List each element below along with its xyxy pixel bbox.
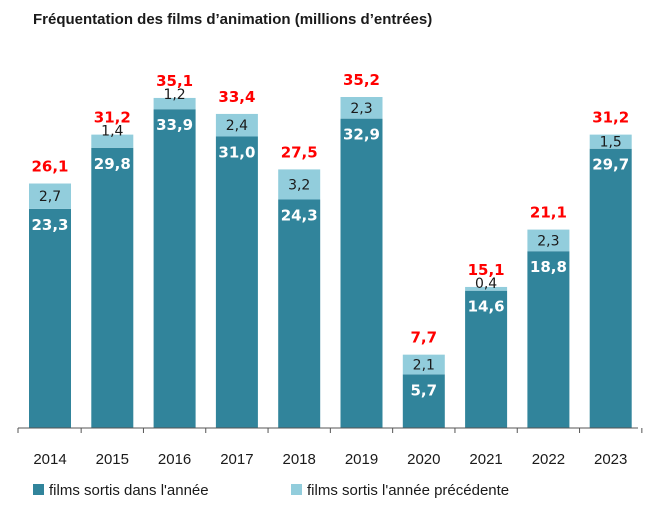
x-tick-label: 2023 xyxy=(594,451,627,468)
data-label-previous-year: 1,2 xyxy=(163,87,185,103)
data-label-current-year: 31,0 xyxy=(218,143,255,161)
x-tick-label: 2019 xyxy=(345,451,378,468)
bar-current-year xyxy=(153,109,196,429)
bar-previous-year xyxy=(153,97,196,110)
x-axis-ticks: 2014 2015 2016 2017 2018 2019 2020 2021 2022 2023 xyxy=(17,428,643,468)
bar-current-year xyxy=(527,251,570,428)
bar-current-year xyxy=(402,374,445,428)
data-label-current-year: 18,8 xyxy=(530,258,567,276)
data-label-previous-year: 2,3 xyxy=(537,233,559,249)
x-tick-label: 2017 xyxy=(220,451,253,468)
data-label-previous-year: 2,3 xyxy=(350,101,372,117)
data-label-total: 33,4 xyxy=(218,88,255,106)
x-tick-label: 2018 xyxy=(283,451,316,468)
data-label-total: 31,2 xyxy=(592,109,629,127)
bar-previous-year xyxy=(527,229,570,252)
data-label-total: 7,7 xyxy=(411,329,438,347)
data-label-total: 26,1 xyxy=(31,158,68,176)
data-labels-group: 23,32,726,1 29,81,431,2 33,91,235,131,02,4… xyxy=(31,71,629,399)
data-label-total: 35,1 xyxy=(156,72,193,90)
bar-current-year xyxy=(91,147,134,428)
data-label-previous-year: 2,4 xyxy=(226,118,248,134)
data-label-current-year: 23,3 xyxy=(31,216,68,234)
data-label-previous-year: 2,1 xyxy=(413,358,435,374)
x-tick-label: 2015 xyxy=(96,451,129,468)
data-label-previous-year: 0,4 xyxy=(475,276,497,292)
x-tick-label: 2020 xyxy=(407,451,440,468)
data-label-total: 31,2 xyxy=(94,109,131,127)
bar-current-year xyxy=(465,290,508,428)
data-label-current-year: 29,8 xyxy=(94,155,131,173)
data-label-previous-year: 1,4 xyxy=(101,124,123,140)
bar-previous-year xyxy=(278,169,321,200)
bar-previous-year xyxy=(589,134,632,149)
chart-title: Fréquentation des films d’animation (mil… xyxy=(33,11,432,28)
data-label-current-year: 33,9 xyxy=(156,116,193,134)
bars-group xyxy=(29,97,632,429)
x-tick-label: 2016 xyxy=(158,451,191,468)
data-label-current-year: 29,7 xyxy=(592,156,629,174)
data-label-current-year: 32,9 xyxy=(343,126,380,144)
x-tick-label: 2021 xyxy=(469,451,502,468)
data-label-total: 15,1 xyxy=(468,261,505,279)
legend-swatch xyxy=(33,484,44,495)
data-label-current-year: 24,3 xyxy=(281,206,318,224)
bar-previous-year xyxy=(340,97,383,119)
bar-previous-year xyxy=(465,286,508,291)
legend-label: films sortis dans l'année xyxy=(49,482,209,499)
data-label-previous-year: 3,2 xyxy=(288,177,310,193)
data-label-total: 21,1 xyxy=(530,204,567,222)
legend-swatch xyxy=(291,484,302,495)
bar-current-year xyxy=(589,148,632,428)
bar-previous-year xyxy=(91,134,134,148)
data-label-current-year: 14,6 xyxy=(468,298,505,316)
bar-current-year xyxy=(340,118,383,428)
legend: films sortis dans l'année films sortis l'… xyxy=(33,482,509,499)
x-tick-label: 2022 xyxy=(532,451,565,468)
bar-current-year xyxy=(215,136,258,428)
bar-previous-year xyxy=(402,354,445,375)
bar-current-year xyxy=(278,199,321,428)
bar-previous-year xyxy=(29,183,71,209)
data-label-previous-year: 1,5 xyxy=(600,135,622,151)
data-label-total: 27,5 xyxy=(281,143,318,161)
data-label-previous-year: 2,7 xyxy=(39,189,61,205)
bar-previous-year xyxy=(215,113,258,137)
legend-label: films sortis l'année précédente xyxy=(307,482,509,499)
data-label-current-year: 5,7 xyxy=(411,381,438,399)
x-tick-label: 2014 xyxy=(33,451,66,468)
data-label-total: 35,2 xyxy=(343,71,380,89)
bar-current-year xyxy=(29,208,71,428)
